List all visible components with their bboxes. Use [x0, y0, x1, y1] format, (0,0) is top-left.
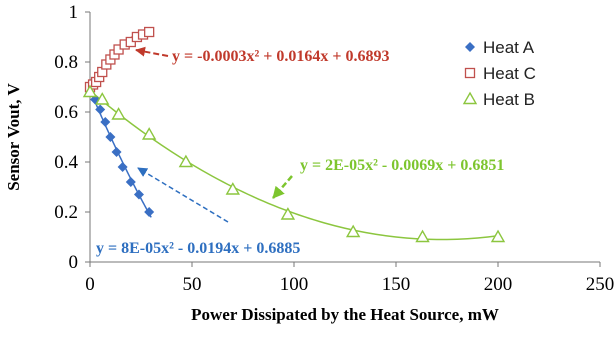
heat-a-point: [105, 132, 116, 142]
heat-a-point: [133, 189, 144, 200]
heat-a-point: [117, 162, 128, 172]
heat-b-point: [111, 107, 126, 120]
y-tick-label: 1: [69, 2, 79, 23]
y-tick-label: 0.2: [54, 202, 78, 223]
y-tick-label: 0.4: [54, 152, 78, 173]
x-tick-label: 100: [280, 274, 309, 295]
legend-heat-a-marker: [465, 42, 475, 52]
heat-b-point: [225, 182, 241, 195]
legend-heat-c-marker: [464, 67, 476, 79]
y-tick-label: 0.8: [54, 52, 78, 73]
heat-b-point: [82, 84, 98, 98]
heat-a-equation: y = 8E-05x² - 0.0194x + 0.6885: [96, 240, 300, 257]
heat-b-point: [95, 92, 110, 105]
heat-c-point: [144, 26, 155, 38]
legend-heat-a-label: Heat A: [483, 38, 535, 57]
heat-b-point: [178, 154, 194, 168]
heat-b-point: [280, 207, 296, 220]
heat-c-equation-arrow: [135, 46, 169, 57]
legend-heat-b-label: Heat B: [483, 90, 535, 109]
x-axis-label: Power Dissipated by the Heat Source, mW: [191, 305, 499, 324]
heat-a-point: [95, 104, 106, 115]
y-tick-label: 0: [69, 252, 79, 273]
heat-b-point: [490, 229, 506, 243]
plot-area: 0 50 100 150 200 250 0 0.2 0.4 0.6 0.8 1 y = -0.000…: [54, 2, 614, 295]
data-markers: [82, 26, 506, 243]
axis-ticks: 0 50 100 150 200 250 0 0.2 0.4 0.6 0.8 1: [54, 2, 614, 295]
x-tick-label: 50: [183, 274, 202, 295]
heat-b-point: [141, 127, 157, 140]
x-tick-label: 200: [484, 274, 513, 295]
heat-a-point: [125, 177, 136, 187]
heat-b-equation-arrow: [272, 175, 293, 199]
x-tick-label: 0: [85, 274, 95, 295]
heat-b-point: [345, 224, 361, 238]
heat-a-point: [100, 117, 111, 127]
heat-c-equation: y = -0.0003x² + 0.0164x + 0.6893: [172, 48, 389, 65]
heat-a-point: [144, 207, 155, 217]
x-tick-label: 150: [382, 274, 411, 295]
legend: Heat A Heat C Heat B: [462, 38, 536, 109]
legend-heat-b-marker: [462, 91, 478, 105]
legend-heat-c-label: Heat C: [483, 64, 536, 83]
heat-b-equation: y = 2E-05x² - 0.0069x + 0.6851: [300, 157, 504, 174]
y-axis-label: Sensor Vout, V: [4, 83, 23, 191]
heat-a-equation-arrow: [137, 167, 229, 223]
heat-b-point: [415, 229, 430, 243]
annotation-arrows: [135, 46, 293, 223]
y-tick-label: 0.6: [54, 102, 78, 123]
heat-a-point: [111, 147, 122, 157]
heat-b-trendline: [89, 90, 499, 241]
x-tick-label: 250: [586, 274, 615, 295]
